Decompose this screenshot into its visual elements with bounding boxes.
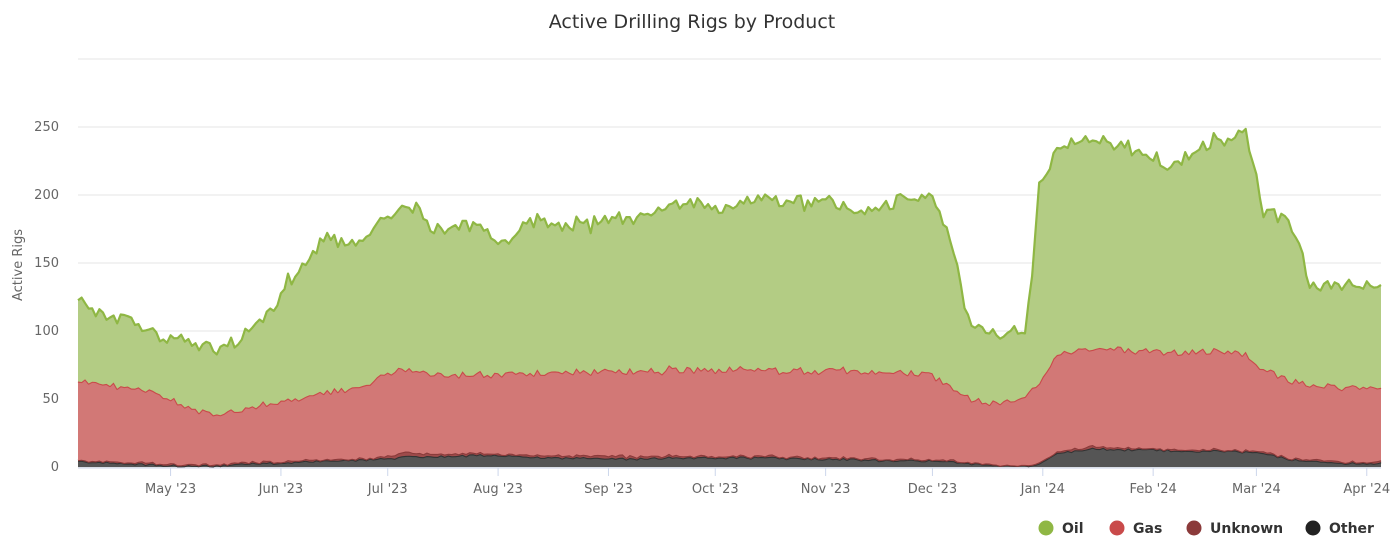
y-tick-label: 50 xyxy=(42,392,59,407)
series-line-oil xyxy=(77,127,1382,356)
x-tick-label: Nov '23 xyxy=(801,482,851,497)
series-areas xyxy=(77,127,1382,468)
x-tick-label: Jun '23 xyxy=(258,482,304,497)
legend-item-unknown[interactable]: Unknown xyxy=(1186,520,1284,538)
legend-item-other[interactable]: Other xyxy=(1305,520,1375,538)
y-tick-label: 100 xyxy=(34,324,59,339)
legend-marker-other xyxy=(1305,520,1321,536)
x-tick-label: Oct '23 xyxy=(692,482,739,497)
y-tick-label: 250 xyxy=(34,120,59,135)
x-tick-label: Jan '24 xyxy=(1020,482,1065,497)
y-tick-label: 150 xyxy=(34,256,59,271)
legend-label-gas: Gas xyxy=(1133,521,1162,537)
legend-item-gas[interactable]: Gas xyxy=(1109,520,1163,538)
x-tick-label: Apr '24 xyxy=(1343,482,1390,497)
y-tick-label: 200 xyxy=(34,188,59,203)
legend-marker-oil xyxy=(1038,520,1054,536)
legend-label-unknown: Unknown xyxy=(1210,521,1283,537)
legend-item-oil[interactable]: Oil xyxy=(1038,520,1084,538)
x-tick-label: Dec '23 xyxy=(908,482,957,497)
x-tick-label: Jul '23 xyxy=(367,482,408,497)
y-axis-label: Active Rigs xyxy=(11,229,26,301)
series-area-oil xyxy=(78,128,1381,416)
legend-label-oil: Oil xyxy=(1062,521,1084,537)
legend-marker-gas xyxy=(1109,520,1125,536)
x-tick-label: Feb '24 xyxy=(1130,482,1177,497)
chart-title: Active Drilling Rigs by Product xyxy=(549,11,835,33)
x-tick-label: May '23 xyxy=(145,482,196,497)
legend[interactable]: Oil Gas Unknown Other xyxy=(1038,520,1375,538)
legend-label-other: Other xyxy=(1329,521,1374,537)
series-area-gas xyxy=(78,346,1381,466)
axes: 0 50 100 150 200 250 May '23 Jun '23 Jul '23 Aug … xyxy=(34,120,1390,497)
x-tick-label: Mar '24 xyxy=(1232,482,1281,497)
legend-marker-unknown xyxy=(1186,520,1202,536)
y-tick-label: 0 xyxy=(51,460,59,475)
x-tick-label: Sep '23 xyxy=(584,482,633,497)
x-tick-label: Aug '23 xyxy=(473,482,523,497)
